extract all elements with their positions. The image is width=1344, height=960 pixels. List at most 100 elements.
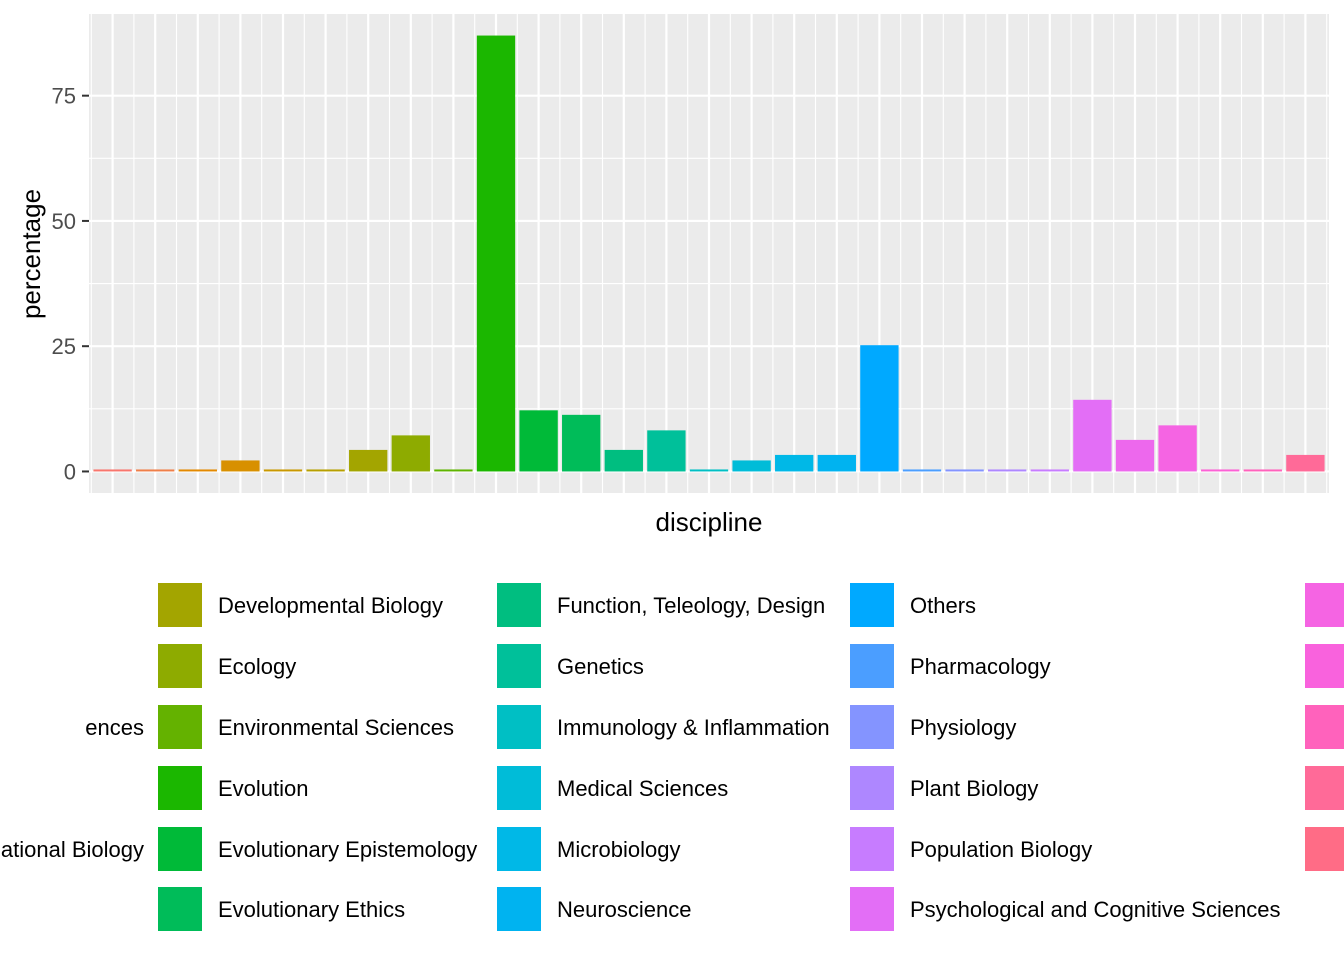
bar <box>434 469 473 472</box>
legend-label: ences <box>85 715 144 740</box>
legend-label: Evolution <box>218 776 309 801</box>
bar <box>1115 439 1155 472</box>
legend-item: Psychological and Cognitive Sciences <box>850 887 1281 931</box>
legend-item <box>1305 766 1344 810</box>
bar <box>476 35 516 472</box>
legend-label: Others <box>910 593 976 618</box>
legend-key <box>1305 705 1344 749</box>
bar <box>775 454 814 472</box>
legend-item: Evolutionary Ethics <box>158 887 405 931</box>
bar <box>1158 425 1197 472</box>
bar <box>988 469 1027 472</box>
legend-item: Environmental Sciences <box>158 705 454 749</box>
bar <box>1286 454 1325 472</box>
legend-label: Pharmacology <box>910 654 1051 679</box>
y-tick-label: 25 <box>52 334 76 359</box>
legend-item <box>1305 705 1344 749</box>
legend-key <box>1305 827 1344 871</box>
bar <box>945 469 984 472</box>
legend-key <box>158 766 202 810</box>
legend-item: Others <box>850 583 976 627</box>
bars <box>93 35 1325 472</box>
bar <box>178 469 217 472</box>
bar <box>562 414 601 472</box>
bar <box>902 469 942 472</box>
legend-key <box>158 887 202 931</box>
bar <box>1243 469 1282 472</box>
legend-item: Evolution <box>158 766 309 810</box>
legend-key <box>158 583 202 627</box>
legend-key <box>497 705 541 749</box>
legend-item: Genetics <box>497 644 644 688</box>
bar <box>647 430 686 472</box>
bar <box>860 345 899 472</box>
legend-key <box>158 827 202 871</box>
legend-label: Medical Sciences <box>557 776 728 801</box>
legend-item: Plant Biology <box>850 766 1038 810</box>
legend-label: Environmental Sciences <box>218 715 454 740</box>
legend-label: Population Biology <box>910 837 1092 862</box>
y-tick-label: 50 <box>52 209 76 234</box>
legend-item <box>1305 827 1344 871</box>
legend-key <box>850 583 894 627</box>
legend-item: Function, Teleology, Design <box>497 583 825 627</box>
bar <box>306 469 345 472</box>
y-axis-title: percentage <box>16 189 46 319</box>
legend-key <box>497 827 541 871</box>
legend-item <box>1305 583 1344 627</box>
legend-key <box>497 887 541 931</box>
legend-item: ational Biology <box>1 837 144 862</box>
legend-item: Neuroscience <box>497 887 692 931</box>
legend: ences ational Biology Developmental Biolog… <box>1 583 1344 931</box>
legend-key <box>850 766 894 810</box>
x-axis-title: discipline <box>656 507 763 537</box>
legend-item: Physiology <box>850 705 1016 749</box>
bar <box>349 449 388 472</box>
legend-label: Evolutionary Ethics <box>218 897 405 922</box>
legend-label: Plant Biology <box>910 776 1038 801</box>
legend-key <box>158 705 202 749</box>
legend-key <box>1305 583 1344 627</box>
legend-label: ational Biology <box>1 837 144 862</box>
legend-item: Ecology <box>158 644 296 688</box>
legend-key <box>1305 766 1344 810</box>
legend-label: Immunology & Inflammation <box>557 715 830 740</box>
legend-label: Psychological and Cognitive Sciences <box>910 897 1281 922</box>
legend-label: Function, Teleology, Design <box>557 593 825 618</box>
bar <box>519 410 558 472</box>
legend-label: Developmental Biology <box>218 593 443 618</box>
legend-item: Developmental Biology <box>158 583 443 627</box>
legend-label: Physiology <box>910 715 1016 740</box>
bar <box>732 460 771 472</box>
bar <box>604 449 643 472</box>
legend-label: Evolutionary Epistemology <box>218 837 477 862</box>
y-tick-label: 75 <box>52 84 76 109</box>
legend-item <box>1305 644 1344 688</box>
legend-key <box>1305 644 1344 688</box>
legend-key <box>850 887 894 931</box>
bar <box>1073 399 1112 472</box>
bar <box>93 469 132 472</box>
bar <box>1030 469 1069 472</box>
bar <box>817 454 856 472</box>
legend-item: Medical Sciences <box>497 766 728 810</box>
legend-label: Microbiology <box>557 837 681 862</box>
legend-item: Immunology & Inflammation <box>497 705 830 749</box>
legend-label: Ecology <box>218 654 296 679</box>
legend-key <box>850 827 894 871</box>
legend-key <box>850 644 894 688</box>
legend-item: Population Biology <box>850 827 1092 871</box>
legend-key <box>850 705 894 749</box>
legend-key <box>497 583 541 627</box>
legend-key <box>497 644 541 688</box>
bar <box>136 469 175 472</box>
bar <box>1201 469 1240 472</box>
y-tick-label: 0 <box>64 459 76 484</box>
legend-item: Pharmacology <box>850 644 1051 688</box>
bar <box>689 469 729 472</box>
legend-item: ences <box>85 715 144 740</box>
legend-label: Neuroscience <box>557 897 692 922</box>
grid-minor <box>89 14 1329 493</box>
y-axis: 0 25 50 75 <box>52 84 89 484</box>
